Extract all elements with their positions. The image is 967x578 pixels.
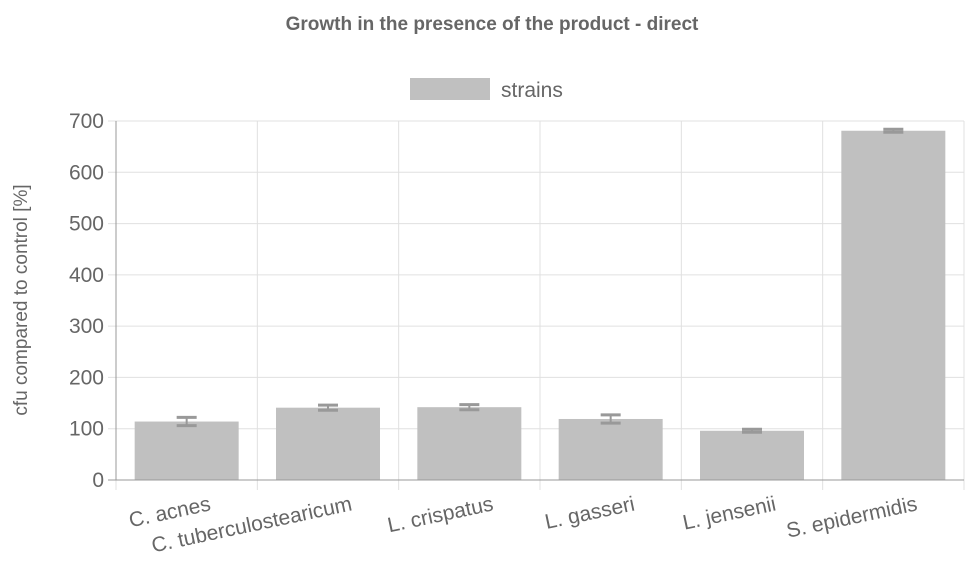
bar: [700, 430, 804, 480]
error-bar: [176, 415, 197, 428]
y-tick-label: 700: [69, 110, 104, 133]
y-tick-label: 100: [69, 418, 104, 441]
y-tick-label: 500: [69, 213, 104, 236]
x-tick-label: L. jensenii: [681, 492, 778, 534]
bars: [134, 130, 946, 480]
y-tick-label: 600: [69, 161, 104, 184]
bar: [134, 421, 239, 480]
legend-label: strains: [501, 79, 563, 102]
bar: [276, 407, 380, 480]
bar: [417, 407, 522, 480]
bar: [558, 418, 663, 480]
y-axis-label: cfu compared to control [%]: [11, 184, 32, 415]
error-bars: [176, 127, 904, 434]
x-tick-label: L. crispatus: [386, 492, 496, 537]
legend-swatch: [410, 78, 490, 100]
legend: strains: [410, 78, 563, 102]
error-bar: [318, 403, 338, 412]
y-tick-label: 300: [69, 315, 104, 338]
error-bar: [459, 403, 480, 412]
axes: [108, 121, 964, 481]
y-tick-label: 400: [69, 264, 104, 287]
y-tick-label: 0: [92, 469, 104, 492]
chart-title: Growth in the presence of the product - …: [286, 14, 699, 35]
gridlines: [108, 120, 965, 490]
error-bar: [600, 413, 621, 425]
x-tick-label: L. gasseri: [543, 492, 637, 533]
bar: [841, 130, 946, 480]
x-tick-label: S. epidermidis: [784, 492, 919, 542]
error-bar: [883, 127, 904, 134]
y-axis-ticks: 0 100 200 300 400 500 600 700: [69, 110, 104, 492]
error-bar: [742, 427, 762, 434]
y-tick-label: 200: [69, 366, 104, 389]
